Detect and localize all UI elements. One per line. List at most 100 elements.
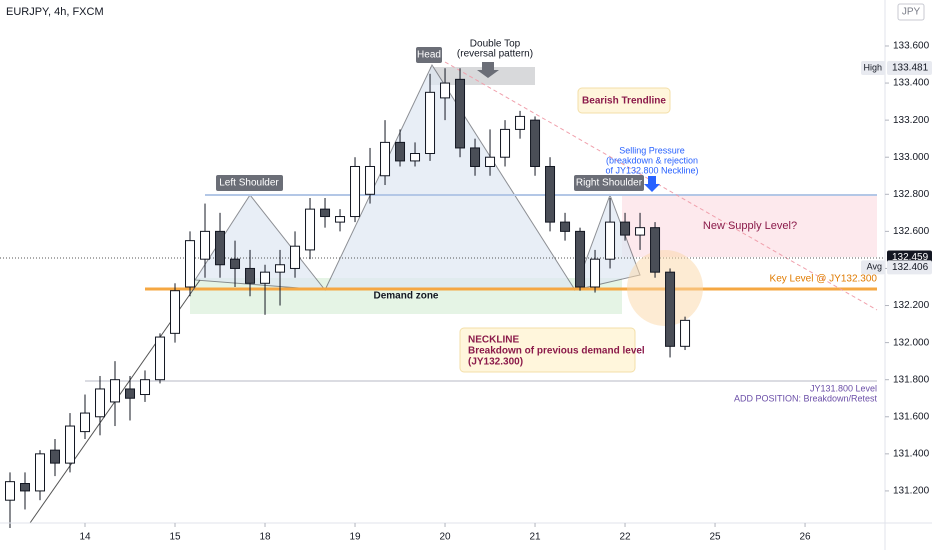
arrow [644,176,660,192]
key-level-label: Key Level @ JY132.300 [770,274,878,285]
candle-body [275,264,286,273]
candle-body [110,379,121,403]
neckline-label: NECKLINE [468,335,519,346]
left-shoulder-label: Left Shoulder [219,178,279,189]
candle-body [320,208,331,218]
price-marker-name: Avg [867,262,882,272]
head-badge [416,47,442,63]
right-shoulder-badge [574,175,644,191]
y-tick-label: 133.200 [893,115,930,126]
neckline-label: Breakdown of previous demand level [468,346,645,357]
x-tick-label: 21 [529,532,541,543]
candle-body [365,165,376,195]
price-marker [887,260,932,275]
add-position-label: JY131.800 Level [810,383,877,393]
double-top-label: (reversal pattern) [457,49,533,60]
y-tick-label: 133.600 [893,41,930,52]
candle-body [245,267,256,284]
candle-body [35,453,46,492]
candle-body [515,115,526,130]
x-tick-label: 20 [439,532,451,543]
y-tick-label: 131.600 [893,411,930,422]
price-marker-label: 133.481 [892,63,929,74]
candle-body [95,388,106,418]
candle-body [290,245,301,269]
price-marker-label: 132.459 [892,252,929,263]
y-tick-label: 133.000 [893,152,930,163]
y-tick-label: 131.800 [893,374,930,385]
new-supply-label: New Supply Level? [703,220,797,232]
candle-body [20,483,31,492]
candle-body [380,141,391,177]
candle-body [5,481,16,501]
candle-body [395,141,406,162]
price-marker-name-box [861,260,885,275]
x-tick-label: 26 [799,532,811,543]
x-tick-label: 19 [349,532,361,543]
candle-body [200,230,211,260]
candle-body [80,412,91,433]
currency-badge [897,3,925,21]
candle-body [485,156,496,167]
x-tick-label: 25 [709,532,721,543]
y-tick-label: 132.600 [893,226,930,237]
candle-body [635,227,646,236]
candle-body [530,119,541,167]
currency-label: JPY [902,7,921,18]
candle-body [350,165,361,218]
highlight-circle [627,250,703,326]
left-shoulder-badge [216,175,283,191]
bearish-trendline-label: Bearish Trendline [582,96,666,107]
candle-body [65,425,76,464]
price-marker-label: 132.406 [892,262,929,273]
candle-body [260,271,271,284]
candle-body [560,221,571,232]
candle-body [545,165,556,223]
candle-body [605,221,616,260]
x-tick-label: 15 [169,532,181,543]
neckline-label: (JY132.300) [468,357,523,368]
y-tick-label: 131.400 [893,448,930,459]
selling-pressure-label: (breakdown & rejection [606,155,698,165]
double-top-label: Double Top [470,39,521,50]
candle-body [500,128,511,158]
candle-body [230,258,241,269]
y-tick-label: 132.200 [893,300,930,311]
supply-zone [622,195,877,257]
candle-body [680,319,691,347]
price-marker [887,61,932,76]
candle-body [140,379,151,396]
neckline-box [459,327,636,373]
selling-pressure-label: Selling Pressure [619,145,685,155]
candle-body [470,147,481,167]
x-tick-label: 22 [619,532,631,543]
candle-body [575,230,586,288]
candle-body [335,216,346,223]
arrow [477,62,499,78]
head-label: Head [417,50,441,61]
bearish-trendline [444,61,878,311]
x-tick-label: 18 [259,532,271,543]
candle-body [125,388,136,399]
candle-body [215,230,226,266]
candle-body [170,290,181,334]
candle-body [155,336,166,381]
price-marker-name-box [861,61,885,76]
selling-pressure-label: of JY132.800 Neckline) [605,165,698,175]
candle-body [620,221,631,236]
bearish-trendline-box [577,87,671,114]
y-tick-label: 132.000 [893,337,930,348]
candles [5,68,691,529]
price-marker-name: High [863,62,882,72]
candle-body [185,240,196,288]
candle-body [410,153,421,162]
chart-title: EURJPY, 4h, FXCM [6,6,104,18]
y-tick-label: 133.400 [893,78,930,89]
candle-body [440,82,451,99]
candle-body [650,227,661,273]
candle-body [665,271,676,347]
candle-body [590,258,601,288]
y-tick-label: 132.800 [893,189,930,200]
y-tick-label: 131.200 [893,486,930,497]
